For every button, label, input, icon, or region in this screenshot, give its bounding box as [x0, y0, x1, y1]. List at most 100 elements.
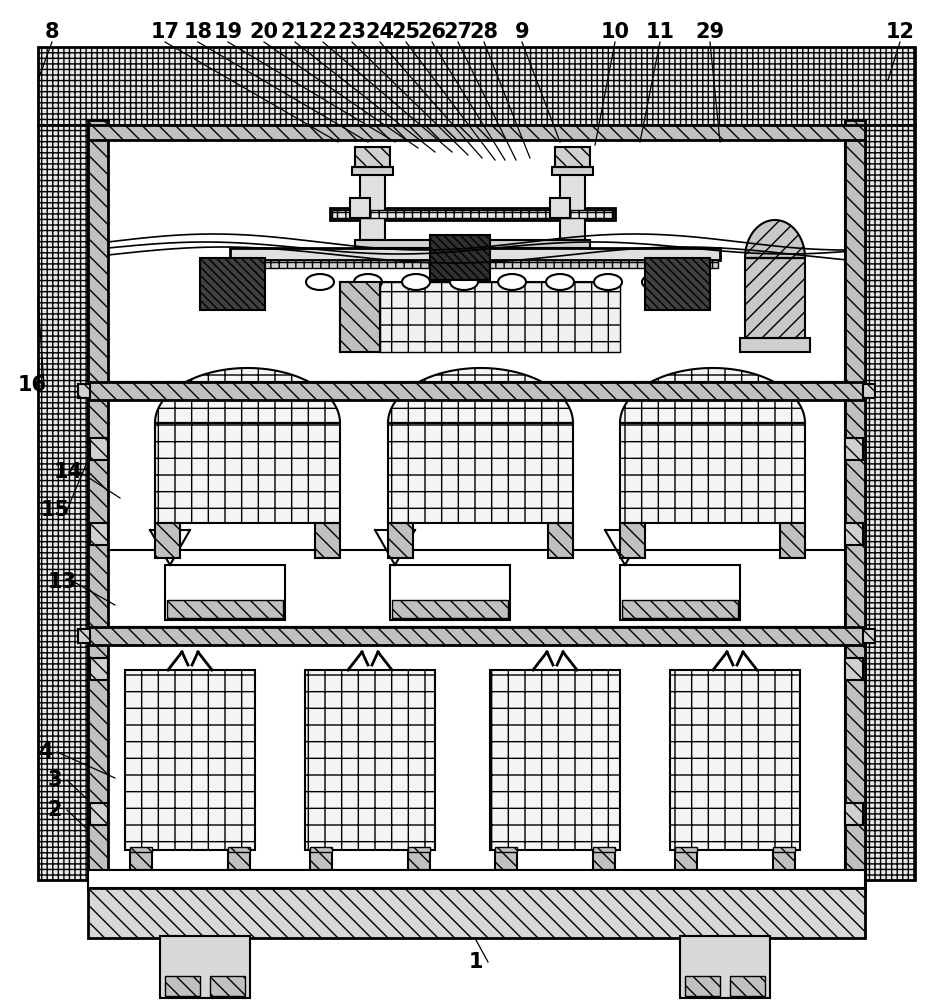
Bar: [387, 423, 572, 523]
Bar: [89, 523, 108, 545]
Bar: [494, 850, 516, 870]
Bar: [549, 198, 569, 218]
Bar: [674, 850, 696, 870]
Bar: [331, 210, 612, 218]
Text: 4: 4: [38, 742, 52, 762]
Bar: [592, 850, 614, 870]
Bar: [489, 670, 620, 850]
Bar: [315, 523, 340, 558]
Text: 19: 19: [213, 22, 243, 42]
Text: 13: 13: [48, 572, 76, 592]
Bar: [38, 125, 88, 880]
Text: 25: 25: [391, 22, 420, 42]
Bar: [88, 870, 864, 890]
Bar: [129, 850, 151, 870]
Bar: [380, 282, 620, 352]
Bar: [407, 847, 429, 852]
Bar: [340, 282, 380, 352]
Ellipse shape: [593, 274, 622, 290]
Bar: [89, 658, 108, 680]
Text: 16: 16: [17, 375, 47, 395]
Bar: [729, 976, 764, 996]
Text: 15: 15: [40, 500, 69, 520]
Ellipse shape: [545, 274, 573, 290]
Bar: [229, 248, 720, 260]
Bar: [772, 847, 794, 852]
Bar: [622, 600, 737, 618]
Bar: [88, 125, 864, 140]
Bar: [863, 384, 874, 398]
Bar: [125, 670, 255, 850]
Text: 29: 29: [695, 22, 724, 42]
Bar: [108, 140, 844, 382]
Text: 10: 10: [600, 22, 629, 42]
Bar: [340, 282, 620, 352]
Text: 20: 20: [249, 22, 278, 42]
Bar: [355, 240, 589, 248]
Bar: [89, 803, 108, 825]
Bar: [88, 888, 864, 938]
Text: 9: 9: [514, 22, 528, 42]
Bar: [129, 847, 151, 852]
Bar: [560, 170, 585, 240]
Bar: [355, 147, 389, 167]
Text: 3: 3: [48, 770, 62, 790]
Text: 26: 26: [417, 22, 446, 42]
Ellipse shape: [306, 274, 333, 290]
Bar: [554, 147, 589, 167]
Bar: [165, 565, 285, 620]
Bar: [680, 936, 769, 998]
Bar: [165, 976, 200, 996]
Bar: [160, 936, 249, 998]
Bar: [844, 658, 863, 680]
Bar: [78, 629, 89, 643]
Bar: [684, 976, 720, 996]
Bar: [360, 170, 385, 240]
Text: 1: 1: [468, 952, 483, 972]
Bar: [88, 627, 864, 645]
Bar: [844, 438, 863, 460]
Bar: [844, 523, 863, 545]
Polygon shape: [744, 220, 804, 258]
Bar: [155, 423, 340, 523]
Ellipse shape: [402, 274, 429, 290]
Bar: [391, 600, 507, 618]
Text: 2: 2: [48, 800, 62, 820]
Bar: [739, 338, 809, 352]
Ellipse shape: [642, 274, 669, 290]
Bar: [88, 382, 864, 400]
Bar: [547, 523, 572, 558]
Bar: [88, 120, 108, 890]
Bar: [89, 438, 108, 460]
Text: 14: 14: [53, 462, 83, 482]
Bar: [88, 870, 864, 888]
Bar: [620, 523, 645, 558]
Bar: [108, 382, 844, 627]
Bar: [309, 850, 331, 870]
Text: 8: 8: [45, 22, 59, 42]
Bar: [78, 384, 89, 398]
Bar: [209, 976, 245, 996]
Ellipse shape: [498, 274, 526, 290]
Bar: [645, 258, 709, 310]
Bar: [620, 423, 804, 523]
Bar: [592, 847, 614, 852]
Text: 28: 28: [469, 22, 498, 42]
Polygon shape: [620, 368, 804, 423]
Bar: [349, 198, 369, 218]
Bar: [231, 260, 717, 268]
Text: 27: 27: [443, 22, 472, 42]
Bar: [108, 140, 844, 870]
Bar: [329, 208, 614, 220]
Bar: [389, 565, 509, 620]
Text: 22: 22: [308, 22, 337, 42]
Polygon shape: [387, 368, 572, 423]
Bar: [744, 258, 804, 338]
Bar: [674, 847, 696, 852]
Bar: [864, 125, 914, 880]
Bar: [551, 167, 592, 175]
Ellipse shape: [353, 274, 382, 290]
Text: 12: 12: [884, 22, 914, 42]
Bar: [351, 167, 392, 175]
Bar: [772, 850, 794, 870]
